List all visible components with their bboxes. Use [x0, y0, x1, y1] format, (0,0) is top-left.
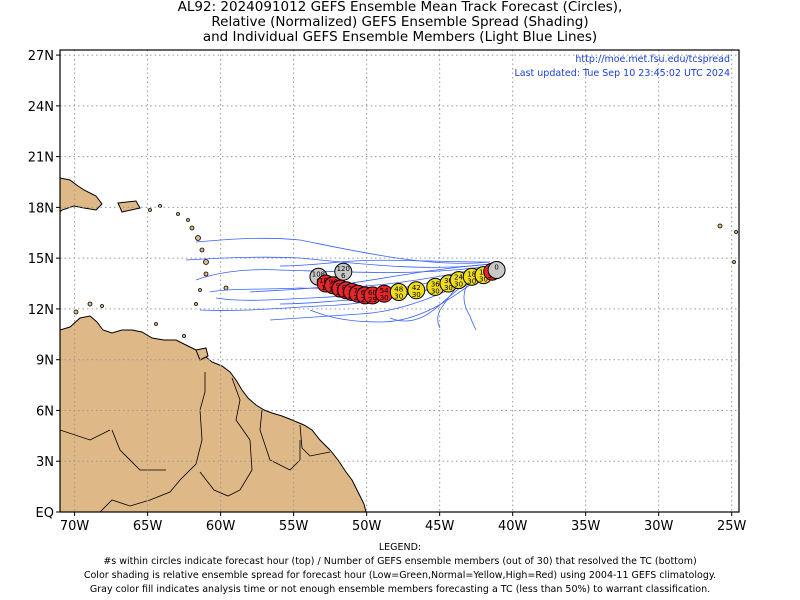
puerto-rico-land — [117, 200, 141, 213]
ensemble-track — [195, 265, 491, 281]
legend-line-2: Color shading is relative ensemble sprea… — [83, 570, 717, 581]
south-america-land — [60, 315, 367, 512]
lon-tick-label: 50W — [352, 519, 382, 534]
lat-tick-label: 27N — [28, 49, 54, 64]
lon-axis: 70W 65W 60W 55W 50W 45W 40W 35W 30W 25W — [60, 512, 747, 534]
forecast-hour-label: 18 — [467, 270, 476, 278]
member-count-label: 30 — [479, 276, 488, 284]
grid-lines — [60, 50, 739, 512]
member-count-label: 6 — [341, 272, 346, 280]
trinidad-land — [195, 347, 209, 361]
forecast-hour-label: 0 — [494, 264, 498, 272]
member-count-label: 30 — [431, 287, 440, 295]
forecast-hour-label: 54 — [380, 287, 389, 295]
lat-tick-label: EQ — [36, 506, 54, 521]
forecast-hour-label: 24 — [454, 274, 463, 282]
ensemble-track — [185, 256, 491, 268]
member-count-label: 30 — [380, 294, 389, 302]
land-layer — [60, 177, 738, 512]
member-count-label: 30 — [467, 277, 476, 285]
ensemble-track — [279, 259, 491, 267]
track-circle — [389, 283, 408, 301]
track-circle — [487, 261, 506, 279]
title-line-2: Relative (Normalized) GEFS Ensemble Spre… — [211, 14, 589, 30]
forecast-hour-label: 42 — [412, 284, 421, 292]
title-line-1: AL92: 2024091012 GEFS Ensemble Mean Trac… — [177, 0, 623, 15]
lon-tick-label: 55W — [279, 519, 309, 534]
lesser-antilles — [73, 204, 738, 338]
lon-tick-label: 30W — [644, 519, 674, 534]
mean-track: 1206108810216961990218424782672276628602… — [309, 261, 506, 305]
lat-tick-label: 12N — [28, 303, 54, 318]
country-borders — [60, 372, 331, 512]
forecast-hour-label: 120 — [337, 265, 350, 273]
lat-tick-label: 9N — [36, 354, 54, 369]
lon-tick-label: 60W — [206, 519, 236, 534]
lon-tick-label: 45W — [425, 519, 455, 534]
lat-tick-label: 6N — [36, 404, 54, 419]
forecast-hour-label: 60 — [368, 289, 377, 297]
member-count-label: 30 — [454, 281, 463, 289]
track-point: 0 — [487, 261, 506, 279]
last-updated-text: Last updated: Tue Sep 10 23:45:02 UTC 20… — [514, 68, 730, 79]
track-circle — [407, 281, 426, 300]
lat-tick-label: 18N — [28, 201, 54, 216]
title-line-3: and Individual GEFS Ensemble Members (Li… — [202, 29, 598, 45]
forecast-hour-label: 96 — [329, 279, 338, 287]
lat-tick-label: 3N — [36, 455, 54, 470]
lat-tick-label: 21N — [28, 151, 54, 166]
lon-tick-label: 35W — [571, 519, 601, 534]
legend-heading: LEGEND: — [378, 542, 422, 553]
lon-tick-label: 40W — [498, 519, 528, 534]
lat-axis: EQ 3N 6N 9N 12N 15N 18N 21N 24N 27N — [28, 49, 60, 521]
hispaniola-land — [60, 177, 103, 213]
plot-frame — [59, 49, 740, 513]
forecast-hour-label: 48 — [394, 286, 403, 294]
ensemble-track — [309, 269, 491, 323]
lon-tick-label: 65W — [133, 519, 163, 534]
lat-tick-label: 15N — [28, 252, 54, 267]
member-count-label: 30 — [394, 293, 403, 301]
legend-line-1: #s within circles indicate forecast hour… — [103, 556, 697, 567]
member-count-label: 30 — [412, 291, 421, 299]
forecast-hour-label: 108 — [312, 270, 325, 278]
lon-tick-label: 70W — [60, 519, 90, 534]
ensemble-track — [195, 237, 491, 264]
forecast-hour-label: 30 — [444, 277, 453, 285]
legend-line-3: Gray color fill indicates analysis time … — [89, 584, 711, 595]
member-count-label: 29 — [368, 296, 377, 304]
source-url-link[interactable]: http://moe.met.fsu.edu/tcspread — [575, 54, 730, 65]
forecast-hour-label: 36 — [431, 280, 440, 288]
lat-tick-label: 24N — [28, 100, 54, 115]
lon-tick-label: 25W — [717, 519, 747, 534]
member-count-label: 30 — [444, 284, 453, 292]
